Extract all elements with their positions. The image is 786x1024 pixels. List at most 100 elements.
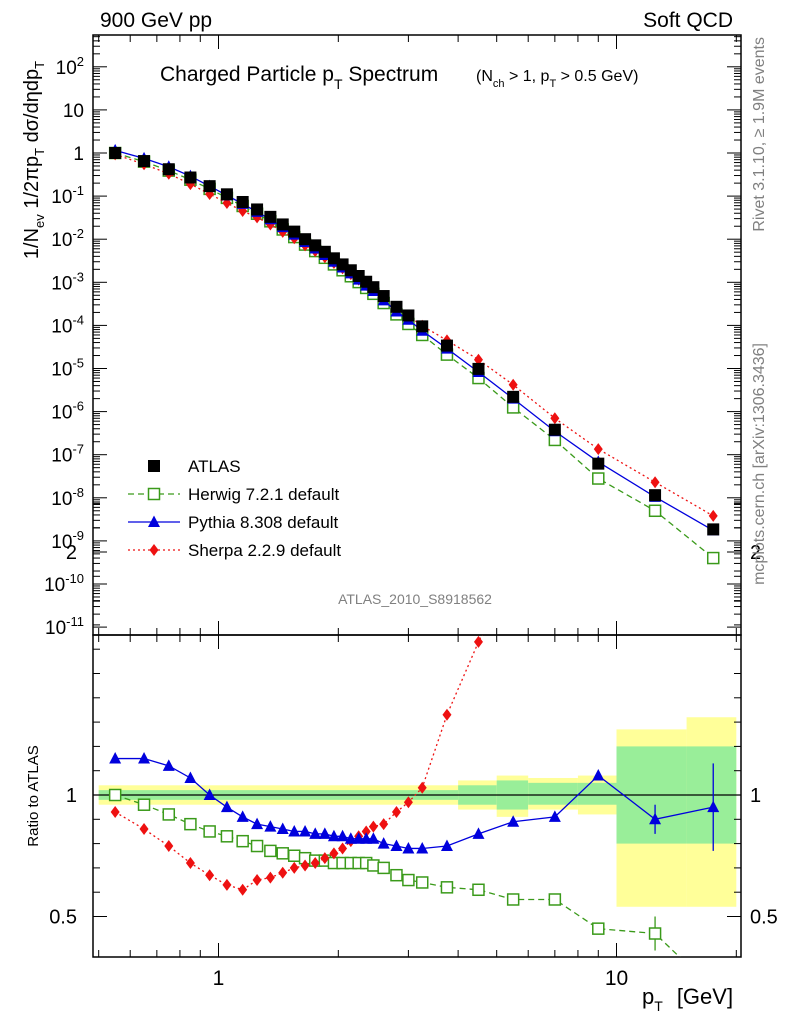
ratio-point-pythia bbox=[109, 752, 122, 764]
data-point-atlas bbox=[707, 523, 720, 536]
data-point-sherpa bbox=[473, 353, 483, 366]
legend-marker bbox=[148, 515, 160, 527]
ratio-point-pythia bbox=[318, 827, 331, 839]
data-point-atlas bbox=[276, 218, 289, 231]
data-point-atlas bbox=[416, 320, 429, 333]
legend-marker bbox=[149, 544, 159, 556]
ratio-point-herwig bbox=[137, 798, 151, 811]
ratio-point-pythia bbox=[327, 829, 340, 842]
plot-title: Charged Particle pT Spectrum bbox=[160, 63, 438, 92]
ratio-point-pythia bbox=[402, 841, 415, 854]
ratio-point-sherpa bbox=[164, 840, 174, 853]
ratio-point-herwig bbox=[377, 861, 390, 875]
data-point-atlas bbox=[472, 362, 485, 375]
band-inner-bin bbox=[577, 782, 617, 805]
ratio-point-pythia bbox=[649, 812, 662, 825]
analysis-watermark: ATLAS_2010_S8918562 bbox=[338, 591, 492, 607]
ratio-point-pythia bbox=[390, 839, 403, 852]
data-point-atlas bbox=[236, 195, 249, 208]
x-tick-label: 1 bbox=[213, 967, 225, 990]
legend-label: Pythia 8.308 default bbox=[188, 513, 339, 532]
data-point-atlas bbox=[162, 163, 175, 176]
data-point-sherpa bbox=[593, 443, 603, 456]
data-point-atlas bbox=[251, 203, 264, 216]
ratio-point-sherpa bbox=[289, 861, 299, 874]
ratio-series bbox=[108, 568, 720, 957]
ratio-point-sherpa bbox=[338, 842, 348, 855]
y-tick-label: 1 bbox=[73, 144, 84, 165]
ratio-point-herwig bbox=[548, 893, 562, 906]
x-axis-label: pT [GeV] bbox=[642, 984, 733, 1014]
ratio-point-pythia bbox=[264, 820, 277, 832]
band-inner-bin bbox=[528, 782, 578, 805]
ratio-point-herwig bbox=[264, 844, 277, 858]
data-point-herwig bbox=[648, 504, 662, 518]
y-tick-label: 10-7 bbox=[51, 442, 84, 467]
ratio-point-sherpa bbox=[185, 857, 195, 870]
ratio-plot-frame bbox=[92, 634, 742, 958]
axis-ticks: 1 1010-1110-1010-910-810-710-610-510-410-… bbox=[44, 35, 778, 990]
ratio-y-tick-label-right: 1 bbox=[750, 785, 761, 807]
ratio-point-sherpa bbox=[509, 568, 518, 580]
y-tick-label: 10 bbox=[63, 101, 84, 122]
data-point-atlas bbox=[288, 225, 301, 238]
ratio-point-sherpa bbox=[139, 823, 149, 836]
ratio-point-herwig bbox=[390, 868, 403, 882]
ratio-point-herwig bbox=[276, 847, 289, 860]
ratio-point-sherpa bbox=[265, 871, 275, 884]
data-point-atlas bbox=[109, 147, 122, 159]
ratio-point-sherpa bbox=[379, 818, 389, 831]
ratio-point-pythia bbox=[352, 832, 365, 844]
ratio-point-sherpa bbox=[310, 857, 320, 870]
ratio-y-tick-label-right: 2 bbox=[750, 542, 761, 564]
ratio-point-herwig bbox=[415, 876, 429, 889]
data-point-atlas bbox=[592, 457, 605, 470]
ratio-point-pythia bbox=[184, 771, 197, 783]
ratio-point-pythia bbox=[440, 839, 453, 852]
ratio-point-sherpa bbox=[391, 806, 401, 819]
ratio-point-pythia bbox=[276, 822, 289, 835]
y-tick-label: 10-4 bbox=[51, 312, 84, 337]
ratio-point-herwig bbox=[184, 817, 197, 831]
ratio-uncertainty-bands bbox=[93, 717, 741, 907]
ratio-point-sherpa bbox=[238, 883, 248, 896]
ratio-point-pythia bbox=[288, 824, 301, 837]
data-point-herwig bbox=[706, 551, 720, 565]
ratio-point-herwig bbox=[250, 839, 264, 853]
ratio-point-sherpa bbox=[329, 847, 339, 860]
ratio-y-tick-label: 2 bbox=[66, 542, 77, 564]
ratio-point-herwig bbox=[162, 808, 176, 821]
ratio-point-pythia bbox=[220, 800, 233, 813]
legend: ATLAS Herwig 7.2.1 default Pythia 8.308 de… bbox=[128, 457, 341, 560]
legend-marker bbox=[148, 460, 160, 472]
ratio-point-herwig bbox=[367, 859, 380, 872]
data-point-atlas bbox=[309, 239, 322, 252]
ratio-point-herwig bbox=[472, 883, 485, 897]
y-tick-label: 102 bbox=[56, 54, 84, 79]
ratio-point-herwig bbox=[203, 825, 216, 838]
ratio-point-pythia bbox=[309, 827, 322, 839]
y-tick-label: 10-10 bbox=[44, 571, 84, 596]
ratio-point-sherpa bbox=[417, 781, 427, 794]
mcplots-info: mcplots.cern.ch [arXiv:1306.3436] bbox=[751, 343, 768, 585]
data-point-atlas bbox=[203, 180, 216, 193]
y-tick-label: 10-9 bbox=[51, 528, 84, 553]
data-point-atlas bbox=[318, 245, 331, 258]
y-tick-label: 10-5 bbox=[51, 356, 84, 381]
ratio-point-sherpa bbox=[442, 708, 452, 721]
data-point-atlas bbox=[548, 423, 561, 436]
ratio-point-pythia bbox=[377, 837, 390, 849]
data-point-atlas bbox=[390, 300, 403, 313]
ratio-point-pythia bbox=[344, 832, 357, 844]
ratio-point-sherpa bbox=[110, 806, 120, 819]
ratio-point-pythia bbox=[592, 769, 605, 781]
x-tick-label: 10 bbox=[605, 967, 628, 990]
data-point-atlas bbox=[402, 309, 415, 322]
ratio-point-pythia bbox=[548, 810, 561, 822]
legend-marker bbox=[147, 487, 161, 501]
ratio-point-herwig bbox=[648, 927, 662, 940]
ratio-point-pythia bbox=[251, 817, 264, 830]
data-point-atlas bbox=[649, 489, 662, 502]
y-tick-label: 10-3 bbox=[51, 269, 84, 294]
